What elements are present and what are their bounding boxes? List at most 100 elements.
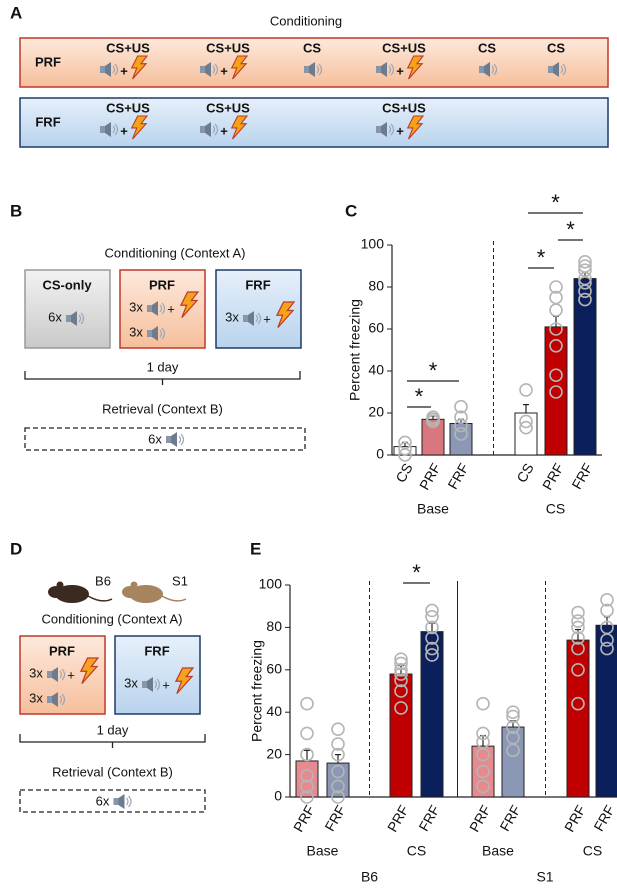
retrieval-title: Retrieval (Context B) [102,401,223,416]
data-point [549,290,563,305]
mouse-b6 [56,581,64,589]
data-point [394,684,408,698]
category-label: FRF [590,802,617,834]
stimulus-count: 3x [124,675,138,690]
data-point [331,737,345,751]
stimulus-count: 3x [225,309,239,324]
data-point [600,593,614,607]
y-tick-label: 80 [266,618,282,634]
data-point [571,620,585,635]
category-label: PRF [539,460,567,492]
y-tick-label: 0 [274,788,282,804]
protocol-row [19,97,609,148]
protocol-box [24,269,111,349]
retrieval-box [24,427,306,451]
event-label: CS [303,40,321,55]
data-point [571,662,585,677]
data-point [300,747,314,762]
plus-sign: + [396,123,404,138]
data-point [600,620,614,635]
data-point [506,705,520,720]
data-point [571,605,585,620]
bar [595,624,617,798]
data-point [600,641,614,656]
y-tick-label: 60 [368,320,384,336]
event-label: CS [478,40,496,55]
data-point [394,667,408,681]
data-point [300,790,314,804]
plus-sign: + [120,123,128,138]
data-point [571,631,585,645]
duration-label: 1 day [147,359,179,374]
data-point [300,779,314,794]
event-label: CS+US [382,100,426,115]
retrieval-count: 6x [148,431,162,446]
data-point [394,673,408,688]
mouse-s1 [122,586,138,598]
data-point [425,609,439,624]
mouse-b6 [87,595,113,602]
duration-label: 1 day [97,722,129,737]
group-label: CS [546,501,565,517]
bar [544,326,568,456]
box-name: FRF [144,643,169,658]
retrieval-box [19,789,206,813]
data-point [549,303,563,317]
group-label: CS [583,843,602,859]
data-point [425,641,439,656]
data-point [331,764,345,779]
plus-sign: + [220,63,228,78]
data-point [454,418,468,433]
group-label: CS [407,843,426,859]
retrieval-title: Retrieval (Context B) [52,764,173,779]
category-label: PRF [290,802,318,834]
data-point [454,427,468,441]
data-point [331,722,345,736]
data-point [506,709,520,724]
plus-sign: + [162,677,170,692]
speaker-icon [112,793,132,810]
data-point [571,696,585,711]
group-label: Base [482,843,514,859]
data-point [425,648,439,662]
stimulus-count: 3x [29,665,43,680]
data-point [549,322,563,336]
category-label: CS [392,460,416,485]
box-name: PRF [49,643,75,658]
data-point [398,441,412,456]
plus-sign: + [220,123,228,138]
data-point [425,631,439,645]
protocol-row [19,37,609,88]
retrieval-count: 6x [96,793,110,808]
event-label: CS+US [206,100,250,115]
mouse-s1 [130,581,138,589]
plus-sign: + [396,63,404,78]
data-point [571,614,585,628]
bar [501,726,525,798]
data-point [519,414,533,429]
day-brace [19,734,206,748]
data-point [571,641,585,656]
strain-label: B6 [361,869,378,885]
data-point [506,730,520,745]
data-point [300,696,314,711]
category-label: FRF [496,802,523,834]
strain-label: S1 [172,573,188,588]
category-label: FRF [568,460,595,492]
panel-label: E [250,539,261,558]
protocol-box [119,269,206,349]
data-point [549,368,563,383]
category-label: PRF [416,460,444,492]
group-label: Base [417,501,449,517]
y-tick-label: 40 [266,703,282,719]
y-tick-label: 100 [361,236,385,252]
category-label: FRF [321,802,348,834]
data-point [426,412,440,427]
category-label: CS [513,460,537,485]
protocol-box [19,635,106,715]
y-tick-label: 80 [368,278,384,294]
mouse-s1 [129,585,163,603]
plus-sign: + [120,63,128,78]
